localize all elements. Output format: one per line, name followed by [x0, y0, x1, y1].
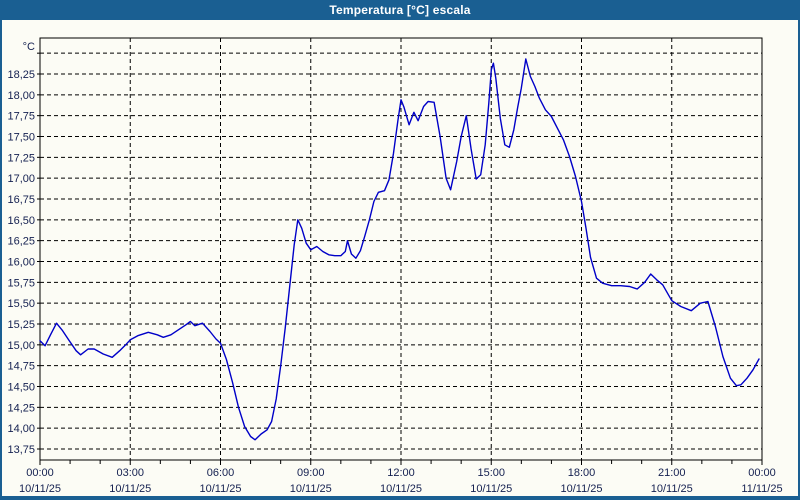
svg-text:11/11/25: 11/11/25: [741, 483, 782, 495]
svg-text:10/11/25: 10/11/25: [290, 483, 332, 495]
svg-text:16,75: 16,75: [7, 194, 35, 206]
svg-text:15,50: 15,50: [7, 298, 35, 310]
svg-text:12:00: 12:00: [387, 467, 415, 479]
axis-ticks: [37, 52, 763, 465]
svg-text:15,25: 15,25: [7, 319, 35, 331]
svg-text:18,25: 18,25: [7, 69, 35, 81]
svg-text:16,50: 16,50: [7, 215, 35, 227]
svg-text:06:00: 06:00: [207, 467, 235, 479]
svg-text:17,25: 17,25: [7, 152, 35, 164]
svg-text:10/11/25: 10/11/25: [199, 483, 241, 495]
svg-text:16,25: 16,25: [7, 236, 35, 248]
svg-text:18,00: 18,00: [7, 90, 35, 102]
svg-text:17,00: 17,00: [7, 173, 35, 185]
x-axis-labels: 00:00 10/11/25 03:00 10/11/25 06:00 10/11/25 0…: [19, 467, 783, 495]
window-title-bar: Temperatura [°C] escala: [0, 0, 800, 20]
svg-text:00:00: 00:00: [748, 467, 776, 479]
svg-text:17,75: 17,75: [7, 111, 35, 123]
svg-text:10/11/25: 10/11/25: [560, 483, 602, 495]
svg-text:14,25: 14,25: [7, 402, 35, 414]
svg-text:18:00: 18:00: [568, 467, 596, 479]
svg-text:10/11/25: 10/11/25: [470, 483, 512, 495]
y-axis-labels: 13,75 14,00 14,25 14,50 14,75 15,00 15,25 15,50…: [7, 69, 35, 456]
svg-text:15,75: 15,75: [7, 277, 35, 289]
svg-text:14,00: 14,00: [7, 423, 35, 435]
svg-text:17,50: 17,50: [7, 132, 35, 144]
chart-panel: 13,75 14,00 14,25 14,50 14,75 15,00 15,25 15,50…: [2, 20, 798, 496]
svg-text:15:00: 15:00: [477, 467, 505, 479]
y-axis-unit-label: °C: [23, 41, 35, 53]
gridlines: [40, 38, 762, 460]
svg-text:09:00: 09:00: [297, 467, 325, 479]
svg-text:10/11/25: 10/11/25: [19, 483, 61, 495]
svg-text:16,00: 16,00: [7, 257, 35, 269]
temperature-series-line: [39, 58, 760, 441]
svg-text:13,75: 13,75: [7, 444, 35, 456]
svg-text:10/11/25: 10/11/25: [109, 483, 151, 495]
window-title: Temperatura [°C] escala: [329, 3, 471, 17]
svg-text:03:00: 03:00: [116, 467, 144, 479]
svg-text:21:00: 21:00: [658, 467, 686, 479]
svg-text:14,75: 14,75: [7, 361, 35, 373]
svg-text:14,50: 14,50: [7, 382, 35, 394]
svg-text:10/11/25: 10/11/25: [651, 483, 693, 495]
temperature-line-chart: 13,75 14,00 14,25 14,50 14,75 15,00 15,25 15,50…: [7, 37, 783, 495]
svg-text:10/11/25: 10/11/25: [380, 483, 422, 495]
svg-text:00:00: 00:00: [26, 467, 54, 479]
svg-text:15,00: 15,00: [7, 340, 35, 352]
